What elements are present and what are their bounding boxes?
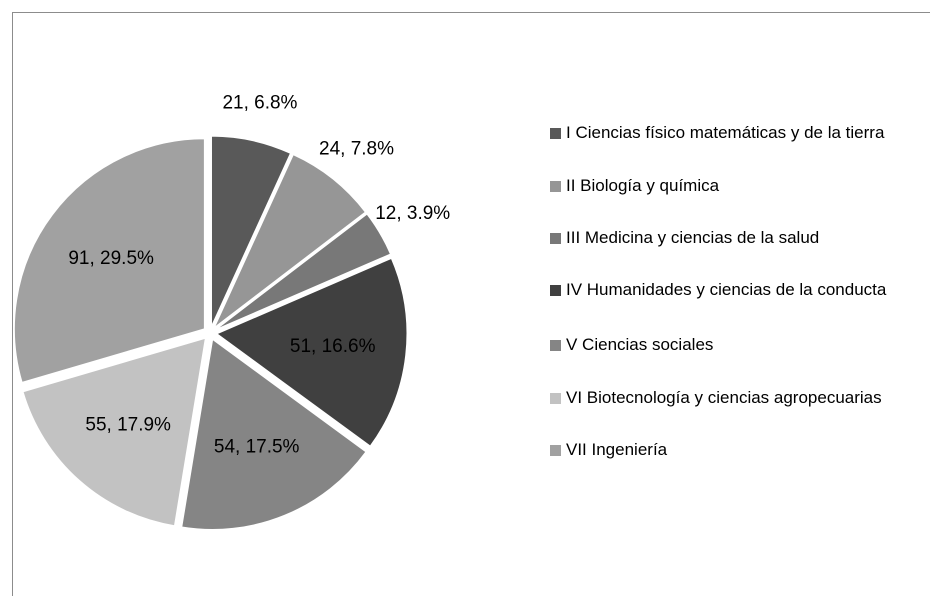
legend-swatch <box>550 393 561 404</box>
top-strip <box>0 0 930 12</box>
legend-swatch <box>550 181 561 192</box>
legend-label: VI Biotecnología y ciencias agropecuaria… <box>566 388 882 407</box>
legend-swatch <box>550 233 561 244</box>
pie-slice <box>215 257 408 447</box>
pie-slice <box>22 337 206 527</box>
legend-swatch <box>550 285 561 296</box>
legend-swatch <box>550 445 561 456</box>
legend-label: VII Ingeniería <box>566 440 668 459</box>
legend-label: IV Humanidades y ciencias de la conducta <box>566 280 887 299</box>
legend-item: I Ciencias físico matemáticas y de la ti… <box>550 122 930 144</box>
data-label: 91, 29.5% <box>68 248 154 269</box>
data-label: 55, 17.9% <box>85 415 171 436</box>
data-label: 51, 16.6% <box>290 336 376 357</box>
legend-item: VI Biotecnología y ciencias agropecuaria… <box>550 387 930 409</box>
legend-item: II Biología y química <box>550 175 930 197</box>
legend-label: II Biología y química <box>566 176 720 195</box>
pie-slice <box>213 154 366 328</box>
legend-item: III Medicina y ciencias de la salud <box>550 227 930 249</box>
legend-item: IV Humanidades y ciencias de la conducta <box>550 279 930 301</box>
legend-label: III Medicina y ciencias de la salud <box>566 228 820 247</box>
pie-slice <box>13 138 205 383</box>
chart-frame <box>12 12 930 596</box>
pie-slice <box>181 338 367 530</box>
legend-swatch <box>550 128 561 139</box>
pie-slice <box>210 135 292 327</box>
data-label: 24, 7.8% <box>319 138 394 159</box>
legend-swatch <box>550 340 561 351</box>
pie: 21, 6.8% 24, 7.8% 12, 3.9% 51, 16.6% 54, 17.… <box>13 92 450 530</box>
data-label: 54, 17.5% <box>214 436 300 457</box>
legend-label: V Ciencias sociales <box>566 335 714 354</box>
legend-label: I Ciencias físico matemáticas y de la ti… <box>566 123 885 142</box>
legend-item: V Ciencias sociales <box>550 334 930 356</box>
data-label: 21, 6.8% <box>222 92 297 113</box>
data-label: 12, 3.9% <box>375 203 450 224</box>
legend-item: VII Ingeniería <box>550 439 930 461</box>
pie-slice <box>215 213 392 330</box>
